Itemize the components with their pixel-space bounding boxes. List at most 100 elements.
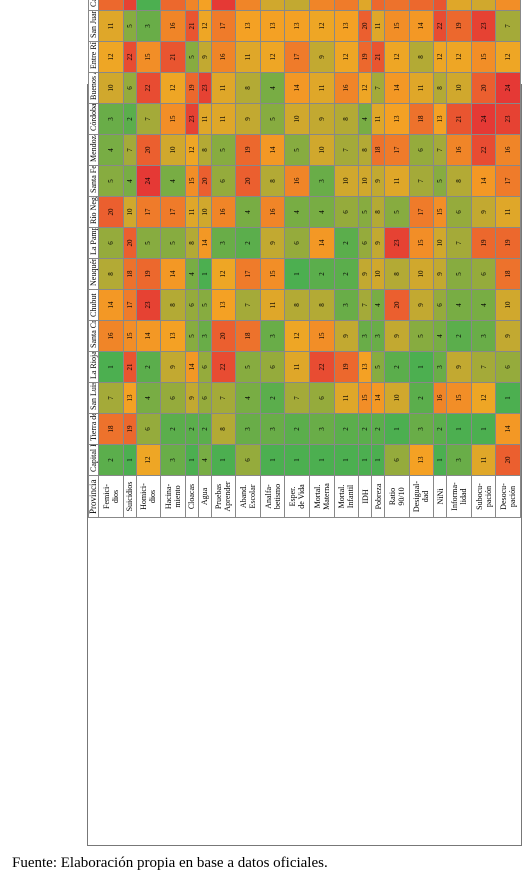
rank-cell: 16: [98, 320, 124, 352]
indicator-row: Analfa- betismo1326311159168145412131018…: [260, 0, 285, 518]
rank-cell: 19: [136, 258, 161, 290]
indicator-row: Agua426635114102081123912131017192218152…: [198, 0, 212, 518]
rank-cell: 9: [309, 103, 335, 135]
province-header: Tierra del Fuego: [88, 413, 99, 445]
rank-cell: 10: [446, 72, 472, 104]
rank-cell: 16: [495, 134, 521, 166]
province-header: San Juan: [88, 10, 99, 42]
rank-cell: 15: [433, 196, 447, 228]
rank-cell: 16: [211, 196, 236, 228]
rank-cell: 18: [123, 258, 137, 290]
rank-cell: 11: [98, 10, 124, 42]
rank-cell: 23: [136, 289, 161, 321]
rank-cell: 17: [384, 134, 410, 166]
rank-cell: 7: [471, 351, 496, 383]
rank-cell: 12: [358, 72, 372, 104]
rank-cell: 3: [211, 227, 236, 259]
rank-cell: 8: [260, 165, 285, 197]
rank-cell: 10: [284, 103, 310, 135]
rank-cell: 20: [198, 165, 212, 197]
rank-cell: 16: [235, 0, 261, 11]
rank-cell: 22: [433, 10, 447, 42]
rank-cell: 12: [309, 10, 335, 42]
rank-cell: 11: [471, 444, 496, 476]
rank-cell: 19: [98, 0, 124, 11]
rank-cell: 19: [185, 72, 199, 104]
rank-cell: 11: [309, 72, 335, 104]
rank-cell: 3: [160, 444, 186, 476]
rank-cell: 11: [358, 0, 372, 11]
rank-cell: 4: [235, 382, 261, 414]
rank-cell: 1: [446, 413, 472, 445]
rank-cell: 5: [211, 134, 236, 166]
rank-cell: 12: [211, 258, 236, 290]
rank-cell: 11: [334, 382, 359, 414]
rank-cell: 11: [211, 72, 236, 104]
rank-cell: 14: [260, 134, 285, 166]
indicator-row: Femici- dios2187116148620543101211192217…: [98, 0, 124, 518]
rank-cell: 15: [384, 10, 410, 42]
indicator-row: IDH1215133796510841219201117232122141816…: [358, 0, 372, 518]
rank-cell: 24: [136, 165, 161, 197]
rank-cell: 7: [334, 134, 359, 166]
rank-cell: 14: [495, 413, 521, 445]
rank-cell: 9: [358, 258, 372, 290]
rank-cell: 2: [309, 258, 335, 290]
indicator-row: Mortal. Infantil121119932261078161213171…: [334, 0, 359, 518]
rank-cell: 2: [334, 227, 359, 259]
rank-cell: 17: [235, 258, 261, 290]
rank-cell: 4: [371, 289, 385, 321]
rank-cell: 13: [211, 289, 236, 321]
rank-cell: 15: [358, 382, 372, 414]
rank-cell: 1: [136, 0, 161, 11]
rank-cell: 6: [446, 196, 472, 228]
rank-cell: 11: [371, 103, 385, 135]
rank-cell: 12: [471, 382, 496, 414]
indicator-row: Cloacas129145648111512231952116101624201…: [185, 0, 199, 518]
rank-cell: 11: [446, 0, 472, 11]
rank-cell: 10: [123, 196, 137, 228]
indicator-header: Suicidios: [123, 475, 137, 518]
rank-cell: 1: [309, 444, 335, 476]
rank-cell: 17: [211, 10, 236, 42]
rank-cell: 7: [98, 382, 124, 414]
indicator-row: Pruebas Aprender 1 8 7 22 20 13 12 3 16 6 5 11 11 16 17…: [211, 0, 236, 518]
rank-cell: 23: [471, 10, 496, 42]
rank-cell: 6: [136, 413, 161, 445]
rank-cell: 16: [433, 382, 447, 414]
rank-cell: 13: [235, 10, 261, 42]
rank-cell: 1: [198, 258, 212, 290]
rank-cell: 6: [409, 134, 434, 166]
rank-cell: 11: [409, 72, 434, 104]
rank-cell: 11: [198, 103, 212, 135]
province-header: Chubut: [88, 289, 99, 321]
rank-cell: 20: [98, 196, 124, 228]
rank-cell: 1: [334, 444, 359, 476]
rank-cell: 10: [409, 258, 434, 290]
indicator-row: Pobreza121453410989181172111191616122317…: [371, 0, 385, 518]
rank-cell: 23: [198, 72, 212, 104]
rank-cell: 8: [384, 258, 410, 290]
rank-cell: 1: [284, 444, 310, 476]
rank-cell: 22: [136, 72, 161, 104]
indicator-header: Agua: [198, 475, 212, 518]
indicator-row: NiNi121634691015571381222211724111918201…: [433, 0, 447, 518]
rank-cell: 17: [136, 196, 161, 228]
rank-cell: 1: [98, 351, 124, 383]
indicator-row: Subocu- pación11112734619914222420152310…: [471, 0, 496, 518]
rank-cell: 19: [371, 0, 385, 11]
indicator-row: Ratio 90/1061102920823511171314121518731…: [384, 0, 410, 518]
rank-cell: 15: [471, 41, 496, 73]
rank-cell: 14: [471, 165, 496, 197]
rank-cell: 21: [371, 41, 385, 73]
rank-cell: 7: [409, 165, 434, 197]
rank-cell: 10: [98, 72, 124, 104]
rank-cell: 7: [433, 134, 447, 166]
rank-cell: 6: [384, 444, 410, 476]
rank-cell: 13: [409, 444, 434, 476]
rank-cell: 5: [123, 10, 137, 42]
rank-cell: 19: [334, 351, 359, 383]
rank-cell: 12: [98, 41, 124, 73]
rank-cell: 15: [309, 320, 335, 352]
rank-cell: 23: [185, 103, 199, 135]
